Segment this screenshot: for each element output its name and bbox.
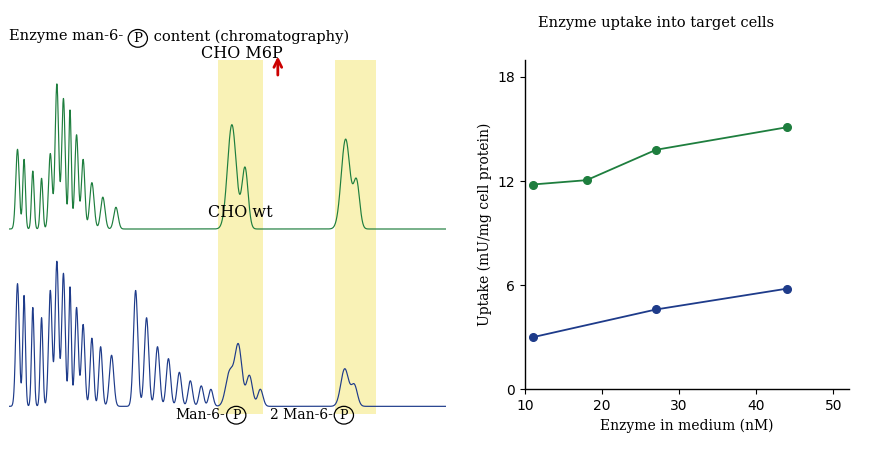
Text: P: P [340,409,348,422]
Text: 2 Man-6-: 2 Man-6- [270,408,332,422]
Text: content (chromatography): content (chromatography) [149,29,349,44]
Bar [334,60,376,414]
Text: Man-6-: Man-6- [176,408,226,422]
X-axis label: Enzyme in medium (nM): Enzyme in medium (nM) [600,419,774,433]
Text: CHO M6P: CHO M6P [201,45,283,62]
Text: Enzyme man-6-: Enzyme man-6- [9,29,123,44]
Text: CHO wt: CHO wt [208,204,272,221]
Text: Enzyme uptake into target cells: Enzyme uptake into target cells [538,16,774,30]
Text: P: P [232,409,241,422]
Bar [218,60,262,414]
Y-axis label: Uptake (mU/mg cell protein): Uptake (mU/mg cell protein) [478,123,492,326]
Text: P: P [133,32,143,45]
